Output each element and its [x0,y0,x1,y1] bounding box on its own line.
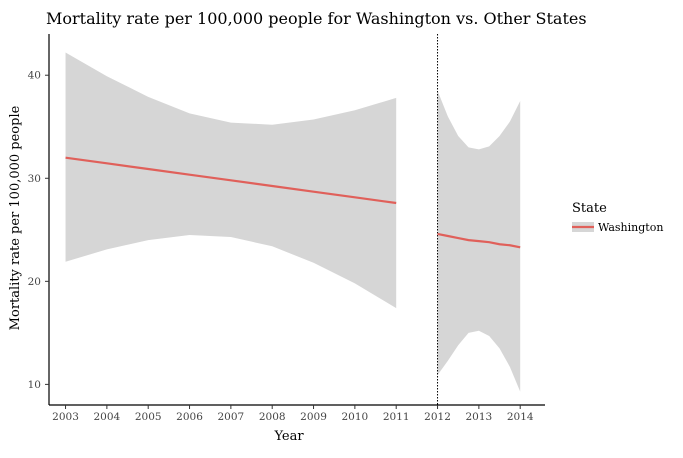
legend-label: Washington [598,221,663,234]
x-axis-ticks: 2003 2004 2005 2006 2007 2008 2009 2010 2011 2012… [52,405,534,423]
chart-title: Mortality rate per 100,000 people for Wa… [46,9,587,28]
axes [48,34,545,406]
x-tick-label: 2005 [135,411,162,423]
x-tick-label: 2007 [217,411,244,423]
legend-entries: Washington [572,221,663,234]
x-tick-label: 2008 [259,411,286,423]
x-tick-label: 2012 [424,411,451,423]
x-axis-title: Year [273,429,304,444]
legend-title: State [572,201,607,216]
x-tick-label: 2006 [176,411,203,423]
y-tick-label: 30 [28,173,41,185]
trend-line-post [437,232,521,249]
y-tick-label: 10 [28,379,41,391]
x-tick-label: 2013 [465,411,492,423]
y-axis-ticks: 10 20 30 40 [28,70,49,391]
y-tick-label: 40 [28,70,41,82]
x-tick-label: 2010 [341,411,368,423]
x-tick-label: 2011 [383,411,410,423]
legend: State Washington [572,201,663,234]
y-tick-label: 20 [28,276,41,288]
trend-line-pre [65,156,397,205]
x-tick-label: 2004 [93,411,120,423]
y-axis-title: Mortality rate per 100,000 people [8,105,23,330]
trend-lines [65,156,521,249]
confidence-ribbons [65,52,521,392]
x-tick-label: 2009 [300,411,327,423]
x-tick-label: 2003 [52,411,79,423]
x-tick-label: 2014 [507,411,534,423]
